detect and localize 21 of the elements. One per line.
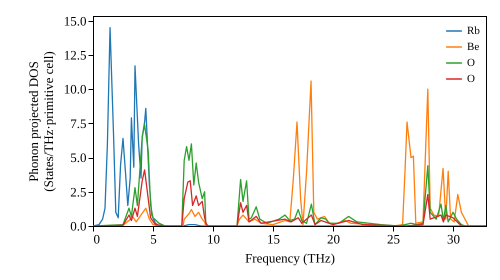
y-tick-label: 0.0 xyxy=(70,218,86,234)
legend-label: Be xyxy=(467,41,480,53)
line-series xyxy=(93,169,486,226)
legend-label: O xyxy=(467,57,475,69)
y-tick-label: 15.0 xyxy=(64,13,86,28)
x-tick-label: 10 xyxy=(207,232,220,246)
y-tick-label: 10.0 xyxy=(64,82,86,97)
x-tick-label: 15 xyxy=(267,232,280,246)
x-tick-label: 20 xyxy=(327,232,340,246)
y-axis-title: Phonon projected DOS (States/THz·primitive cell) xyxy=(26,51,56,192)
x-tick-label: 25 xyxy=(387,232,400,246)
y-tick-label: 12.5 xyxy=(64,47,86,62)
y-tick-label: 2.5 xyxy=(70,184,86,200)
x-tick-label: 5 xyxy=(150,232,157,246)
x-tick-label: 30 xyxy=(447,232,460,246)
x-axis-title: Frequency (THz) xyxy=(245,250,335,266)
legend-label: Rb xyxy=(467,25,480,37)
y-tick-label: 7.5 xyxy=(70,116,86,131)
y-tick-label: 5.0 xyxy=(70,150,86,166)
legend-label: O xyxy=(467,73,475,85)
x-tick-label: 0 xyxy=(94,232,100,246)
